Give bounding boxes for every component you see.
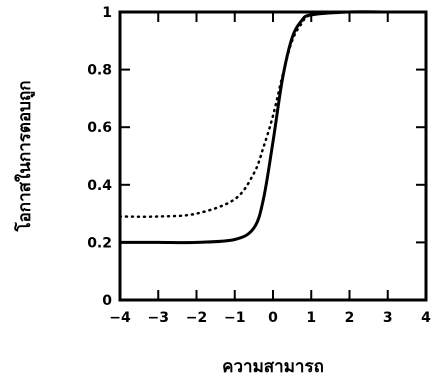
solid-series-line (118, 10, 428, 245)
x-tick-label: 2 (345, 310, 355, 326)
plot-frame (118, 10, 428, 302)
dotted-series-line (118, 10, 428, 218)
x-tick-label: 3 (383, 310, 393, 326)
y-tick-label: 0.8 (87, 63, 112, 79)
x-axis-title: ความสามารถ (222, 357, 324, 377)
y-tick-label: 0.2 (87, 235, 112, 251)
x-tick-label: −3 (148, 310, 169, 326)
y-tick-label: 0 (102, 293, 112, 309)
y-tick-label: 0.4 (87, 178, 112, 194)
y-tick-label: 1 (102, 5, 112, 21)
y-tick-label: 0.6 (87, 120, 112, 136)
x-tick-label: −1 (224, 310, 245, 326)
series-layer (118, 10, 428, 245)
tick-labels: −4 −3 −2 −1 0 1 2 3 4 0 0.2 0.4 0.6 0.8 1 (87, 5, 431, 326)
x-tick-label: −4 (109, 310, 131, 326)
x-tick-label: 4 (421, 310, 431, 326)
x-tick-label: 1 (306, 310, 316, 326)
y-axis-title: โอกาสในการตอบถูก (14, 80, 36, 232)
x-tick-label: −2 (186, 310, 207, 326)
axis-ticks (119, 11, 427, 301)
x-tick-label: 0 (268, 310, 278, 326)
